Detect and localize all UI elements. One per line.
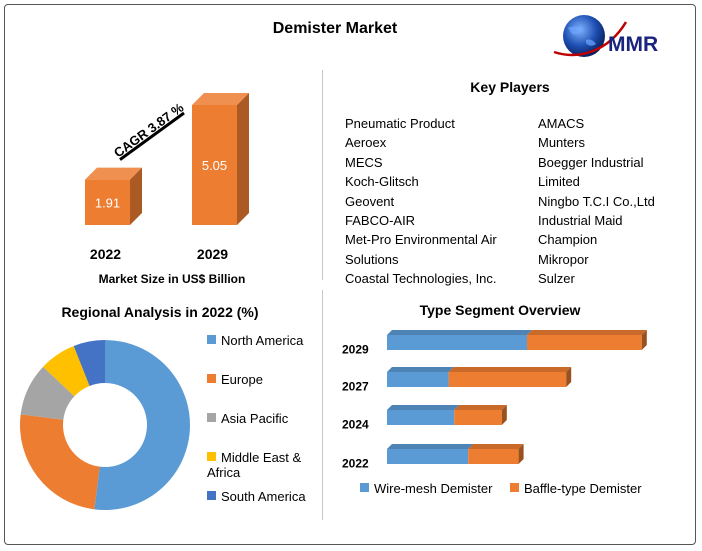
key-player-item: Champion bbox=[538, 232, 598, 248]
regional-legend-label: Europe bbox=[221, 372, 263, 387]
regional-legend-item: Asia Pacific bbox=[207, 411, 288, 426]
type-legend-label: Wire-mesh Demister bbox=[374, 481, 493, 496]
key-player-item: Geovent bbox=[345, 193, 395, 209]
market-bar-2029 bbox=[192, 93, 249, 225]
divider-bottom bbox=[322, 290, 323, 520]
donut-slice-south-america bbox=[73, 340, 105, 386]
key-players-left-column: Pneumatic Product Aeroex MECS Koch-Glitsch G… bbox=[345, 114, 497, 289]
market-bar-value-label: 1.91 bbox=[95, 195, 120, 210]
market-size-chart: 1.91 2022 5.05 2029 Market Size in US$ Billi… bbox=[85, 93, 249, 286]
type-bar-2027-baffle bbox=[448, 367, 572, 387]
key-players-title: Key Players bbox=[470, 79, 550, 95]
regional-legend-label: Asia Pacific bbox=[221, 411, 289, 426]
key-player-item: AMACS bbox=[538, 116, 585, 131]
legend-swatch bbox=[510, 483, 519, 492]
donut-slice-middle-east-africa bbox=[43, 345, 90, 397]
market-bar-category-label: 2029 bbox=[197, 246, 228, 262]
regional-legend-item: Europe bbox=[207, 372, 263, 387]
type-row-label: 2024 bbox=[342, 418, 369, 432]
type-bar-2027-wire-mesh bbox=[387, 367, 454, 387]
swoosh-icon bbox=[553, 21, 628, 57]
type-legend-item: Wire-mesh Demister bbox=[360, 481, 492, 496]
donut-slice-asia-pacific bbox=[20, 366, 75, 420]
regional-analysis-title: Regional Analysis in 2022 (%) bbox=[61, 304, 259, 320]
frame bbox=[4, 4, 696, 545]
key-player-item: Sulzer bbox=[538, 271, 575, 287]
legend-swatch bbox=[207, 335, 216, 344]
key-player-item: MECS bbox=[345, 154, 383, 170]
donut-slice-north-america bbox=[94, 340, 190, 510]
regional-legend-item: Middle East & Africa bbox=[207, 450, 301, 480]
key-player-item: Coastal Technologies, Inc. bbox=[345, 271, 497, 287]
market-bar-category-label: 2022 bbox=[90, 246, 121, 262]
key-player-item: Ningbo T.C.I Co.,Ltd bbox=[538, 193, 655, 209]
key-player-item: Solutions bbox=[345, 251, 399, 267]
regional-legend-label: North America bbox=[221, 333, 304, 348]
regional-legend-label: South America bbox=[221, 489, 306, 504]
key-player-item: FABCO-AIR bbox=[345, 212, 416, 228]
key-player-item: Boegger Industrial bbox=[538, 154, 644, 170]
type-row-label: 2029 bbox=[342, 343, 369, 357]
type-bar-2029-wire-mesh bbox=[387, 330, 532, 350]
legend-swatch bbox=[360, 483, 369, 492]
legend-swatch bbox=[207, 452, 216, 461]
cagr-arrow bbox=[119, 111, 185, 161]
market-bar-2022 bbox=[85, 167, 142, 225]
type-row-label: 2022 bbox=[342, 457, 369, 471]
key-players-right-column: AMACS Munters Boegger Industrial Limited Nin… bbox=[538, 114, 655, 289]
legend-swatch bbox=[207, 491, 216, 500]
key-player-item: Koch-Glitsch bbox=[345, 174, 419, 190]
type-segment-chart: 2029 2027 2024 2022 bbox=[342, 330, 647, 471]
type-bar-2024-wire-mesh bbox=[387, 405, 460, 425]
type-bar-2024-baffle bbox=[454, 405, 507, 425]
market-bar-value-label: 5.05 bbox=[202, 158, 227, 173]
type-bar-2022-wire-mesh bbox=[387, 444, 474, 464]
type-bar-2022-baffle bbox=[468, 444, 524, 464]
regional-legend: North America Europe Asia Pacific Middle Ea… bbox=[207, 333, 322, 513]
market-size-axis-label: Market Size in US$ Billion bbox=[99, 272, 246, 286]
regional-legend-label: Africa bbox=[207, 465, 241, 480]
page-title: Demister Market bbox=[272, 20, 398, 37]
type-segment-title: Type Segment Overview bbox=[419, 302, 581, 318]
key-player-item: Limited bbox=[538, 174, 580, 190]
cagr-annotation: CAGR 3.87 % bbox=[111, 100, 187, 161]
regional-legend-item: North America bbox=[207, 333, 303, 348]
logo-text: MMR bbox=[608, 33, 658, 56]
divider-top bbox=[322, 70, 323, 280]
key-player-item: Industrial Maid bbox=[538, 212, 623, 228]
legend-swatch bbox=[207, 374, 216, 383]
type-legend-item: Baffle-type Demister bbox=[510, 481, 642, 496]
donut-slice-europe bbox=[20, 414, 100, 510]
type-legend-label: Baffle-type Demister bbox=[524, 481, 642, 496]
regional-legend-label: Middle East & bbox=[221, 450, 302, 465]
legend-swatch bbox=[207, 413, 216, 422]
key-player-item: Pneumatic Product bbox=[345, 116, 455, 131]
regional-donut-chart bbox=[20, 340, 190, 510]
key-player-item: Aeroex bbox=[345, 135, 387, 151]
key-player-item: Mikropor bbox=[538, 251, 589, 267]
type-legend: Wire-mesh Demister Baffle-type Demister bbox=[360, 481, 680, 499]
key-player-item: Munters bbox=[538, 135, 585, 151]
logo: MMR bbox=[553, 15, 658, 57]
key-player-item: Met-Pro Environmental Air bbox=[345, 232, 497, 248]
regional-legend-item: South America bbox=[207, 489, 306, 504]
type-bar-2029-baffle bbox=[527, 330, 647, 350]
type-row-label: 2027 bbox=[342, 380, 369, 394]
globe-icon bbox=[563, 15, 605, 57]
